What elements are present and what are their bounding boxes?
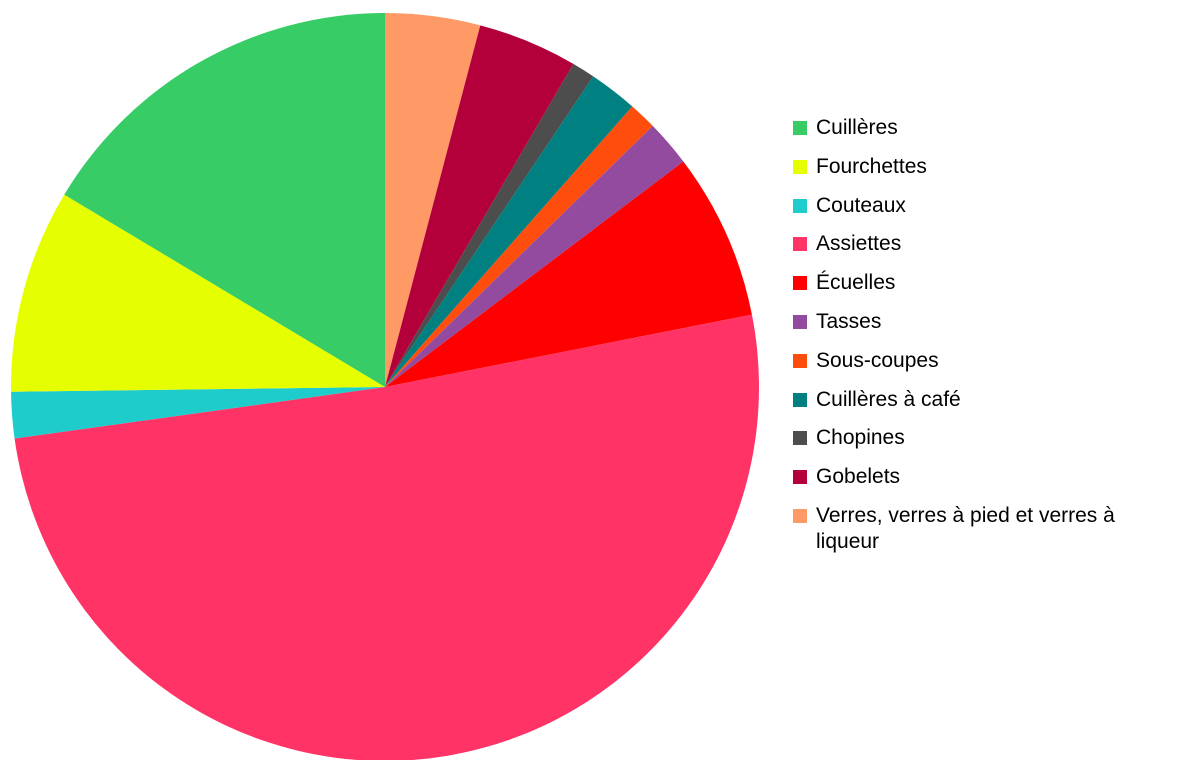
pie-slice-cuillères-à-café: [385, 76, 633, 388]
legend-swatch: [793, 159, 807, 174]
pie-slice-écuelles: [385, 161, 752, 387]
legend-label: Verres, verres à pied et verres à liqueu…: [816, 503, 1115, 553]
legend-label: Cuillères à café: [816, 387, 961, 411]
pie-slice-chopines: [385, 63, 594, 387]
pie-slice-tasses: [385, 125, 684, 387]
legend-item-verres: Verres, verres à pied et verres à liqueu…: [793, 503, 1173, 555]
legend-swatch: [793, 508, 807, 523]
legend-label: Assiettes: [816, 232, 902, 256]
legend-swatch: [793, 314, 807, 329]
pie-slice-couteaux: [11, 387, 386, 439]
legend-label: Chopines: [816, 426, 905, 450]
legend-item-chopines: Chopines: [793, 425, 1173, 451]
legend-item-fourchettes: Fourchettes: [793, 154, 1173, 180]
pie-slice-gobelets: [385, 25, 574, 388]
legend-label: Gobelets: [816, 465, 901, 489]
legend-item-tasses: Tasses: [793, 309, 1173, 335]
legend-item-couteaux: Couteaux: [793, 193, 1173, 219]
chart-legend: Cuillères Fourchettes Couteaux Assiettes…: [793, 115, 1173, 568]
legend-swatch: [793, 392, 807, 407]
pie-slice-verres-verres-à-pied-et-verres-à-liqueur: [385, 13, 481, 387]
legend-label: Écuelles: [816, 271, 896, 295]
pie-slice-cuillères: [64, 13, 385, 387]
legend-swatch: [793, 198, 807, 213]
legend-label: Fourchettes: [816, 154, 927, 178]
legend-item-cuilleres-a-cafe: Cuillères à café: [793, 387, 1173, 413]
legend-swatch: [793, 121, 807, 135]
legend-item-sous-coupes: Sous-coupes: [793, 348, 1173, 374]
legend-swatch: [793, 237, 807, 252]
legend-item-cuilleres: Cuillères: [793, 115, 1173, 141]
legend-label: Cuillères: [816, 116, 898, 139]
legend-swatch: [793, 353, 807, 368]
legend-item-assiettes: Assiettes: [793, 231, 1173, 257]
legend-item-gobelets: Gobelets: [793, 464, 1173, 490]
pie-slice-fourchettes: [11, 194, 386, 392]
legend-swatch: [793, 276, 807, 291]
pie-slice-sous-coupes: [385, 106, 653, 388]
legend-label: Tasses: [816, 309, 882, 333]
legend-label: Sous-coupes: [816, 348, 939, 372]
pie-chart: [11, 13, 759, 760]
legend-label: Couteaux: [816, 193, 906, 217]
legend-item-ecuelles: Écuelles: [793, 270, 1173, 296]
pie-slice-assiettes: [14, 314, 759, 760]
legend-swatch: [793, 470, 807, 485]
legend-swatch: [793, 431, 807, 446]
